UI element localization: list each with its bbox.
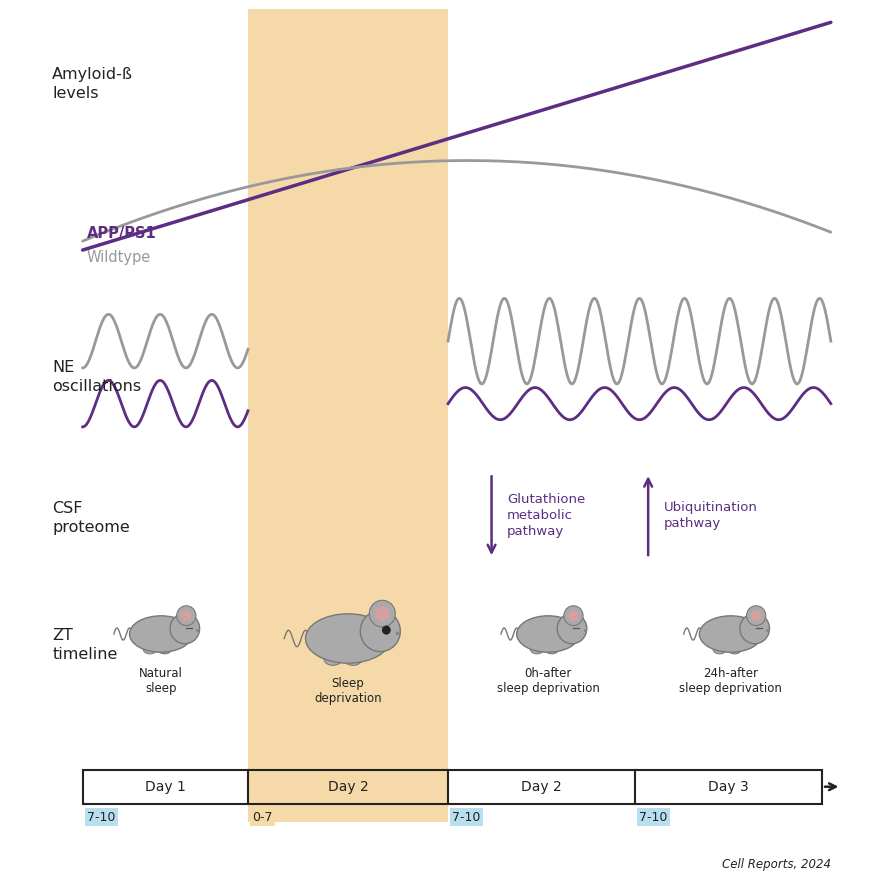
Text: Day 2: Day 2: [521, 780, 561, 794]
Text: Ubiquitination
pathway: Ubiquitination pathway: [663, 501, 757, 530]
Ellipse shape: [158, 645, 171, 654]
Circle shape: [750, 610, 760, 622]
Ellipse shape: [727, 645, 740, 654]
Text: 7-10: 7-10: [639, 811, 667, 824]
Text: Wildtype: Wildtype: [87, 250, 151, 264]
Text: CSF
proteome: CSF proteome: [52, 501, 129, 535]
Circle shape: [375, 606, 389, 621]
Ellipse shape: [323, 653, 342, 665]
Ellipse shape: [343, 653, 362, 665]
Ellipse shape: [516, 616, 579, 652]
Circle shape: [739, 613, 768, 644]
Ellipse shape: [699, 616, 761, 652]
Text: Glutathione
metabolic
pathway: Glutathione metabolic pathway: [507, 493, 585, 538]
Circle shape: [746, 605, 765, 625]
Text: 7-10: 7-10: [87, 811, 116, 824]
Bar: [248, 9, 448, 822]
Text: ZT
timeline: ZT timeline: [52, 628, 117, 662]
Bar: [83, 770, 821, 804]
Text: Day 1: Day 1: [145, 780, 185, 794]
Ellipse shape: [129, 616, 192, 652]
Text: 0-7: 0-7: [252, 811, 273, 824]
Text: NE
oscillations: NE oscillations: [52, 360, 141, 394]
Ellipse shape: [305, 613, 390, 663]
Circle shape: [381, 626, 390, 635]
Circle shape: [567, 610, 578, 622]
Text: Day 3: Day 3: [707, 780, 748, 794]
Circle shape: [368, 600, 395, 627]
Circle shape: [181, 610, 191, 622]
Circle shape: [176, 605, 196, 625]
Text: Day 2: Day 2: [328, 780, 368, 794]
Bar: [83, 770, 821, 804]
Bar: [248, 770, 448, 804]
Text: 7-10: 7-10: [452, 811, 481, 824]
Ellipse shape: [545, 645, 558, 654]
Text: APP/PS1: APP/PS1: [87, 227, 156, 241]
Circle shape: [360, 611, 400, 652]
Ellipse shape: [713, 645, 726, 654]
Circle shape: [169, 613, 199, 644]
Text: Cell Reports, 2024: Cell Reports, 2024: [721, 857, 830, 871]
Ellipse shape: [530, 645, 543, 654]
Ellipse shape: [143, 645, 156, 654]
Text: 24h-after
sleep deprivation: 24h-after sleep deprivation: [679, 667, 781, 695]
Text: 0h-after
sleep deprivation: 0h-after sleep deprivation: [496, 667, 599, 695]
Text: Amyloid-ß
levels: Amyloid-ß levels: [52, 67, 133, 101]
Circle shape: [556, 613, 586, 644]
Circle shape: [563, 605, 582, 625]
Text: Natural
sleep: Natural sleep: [139, 667, 182, 695]
Text: Sleep
deprivation: Sleep deprivation: [314, 677, 381, 705]
